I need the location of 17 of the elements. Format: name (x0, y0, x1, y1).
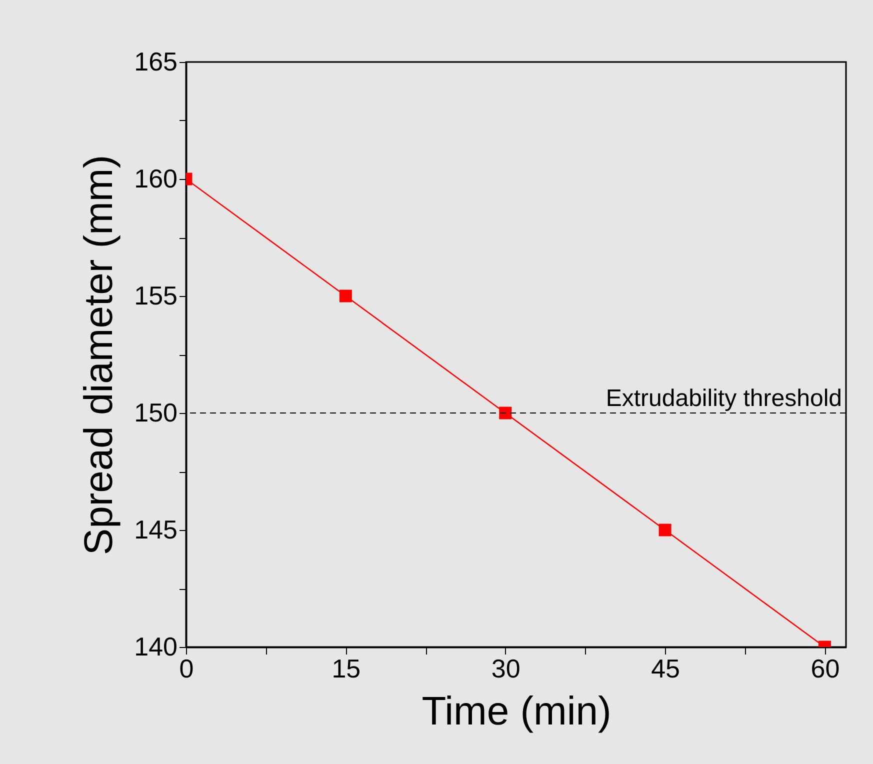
x-tick-label: 15 (332, 654, 361, 684)
point (658, 524, 672, 536)
y-axis-title: Spread diameter (mm) (77, 154, 122, 556)
x-axis-title: Time (min) (422, 690, 612, 734)
y-tick-label: 155 (134, 280, 178, 310)
point (499, 406, 512, 420)
x-tick-label: 45 (651, 654, 680, 684)
y-tick-label: 145 (134, 514, 178, 544)
x-tick-label: 0 (179, 654, 194, 684)
y-tick-label: 140 (134, 632, 178, 662)
y-tick-label: 160 (134, 164, 178, 194)
y-tick-label: 165 (134, 46, 178, 76)
ref-line-label: Extrudability threshold (606, 385, 842, 412)
point (339, 290, 352, 302)
y-tick-label: 150 (134, 398, 178, 428)
x-tick-label: 30 (491, 654, 520, 684)
x-tick-label: 60 (810, 654, 840, 684)
